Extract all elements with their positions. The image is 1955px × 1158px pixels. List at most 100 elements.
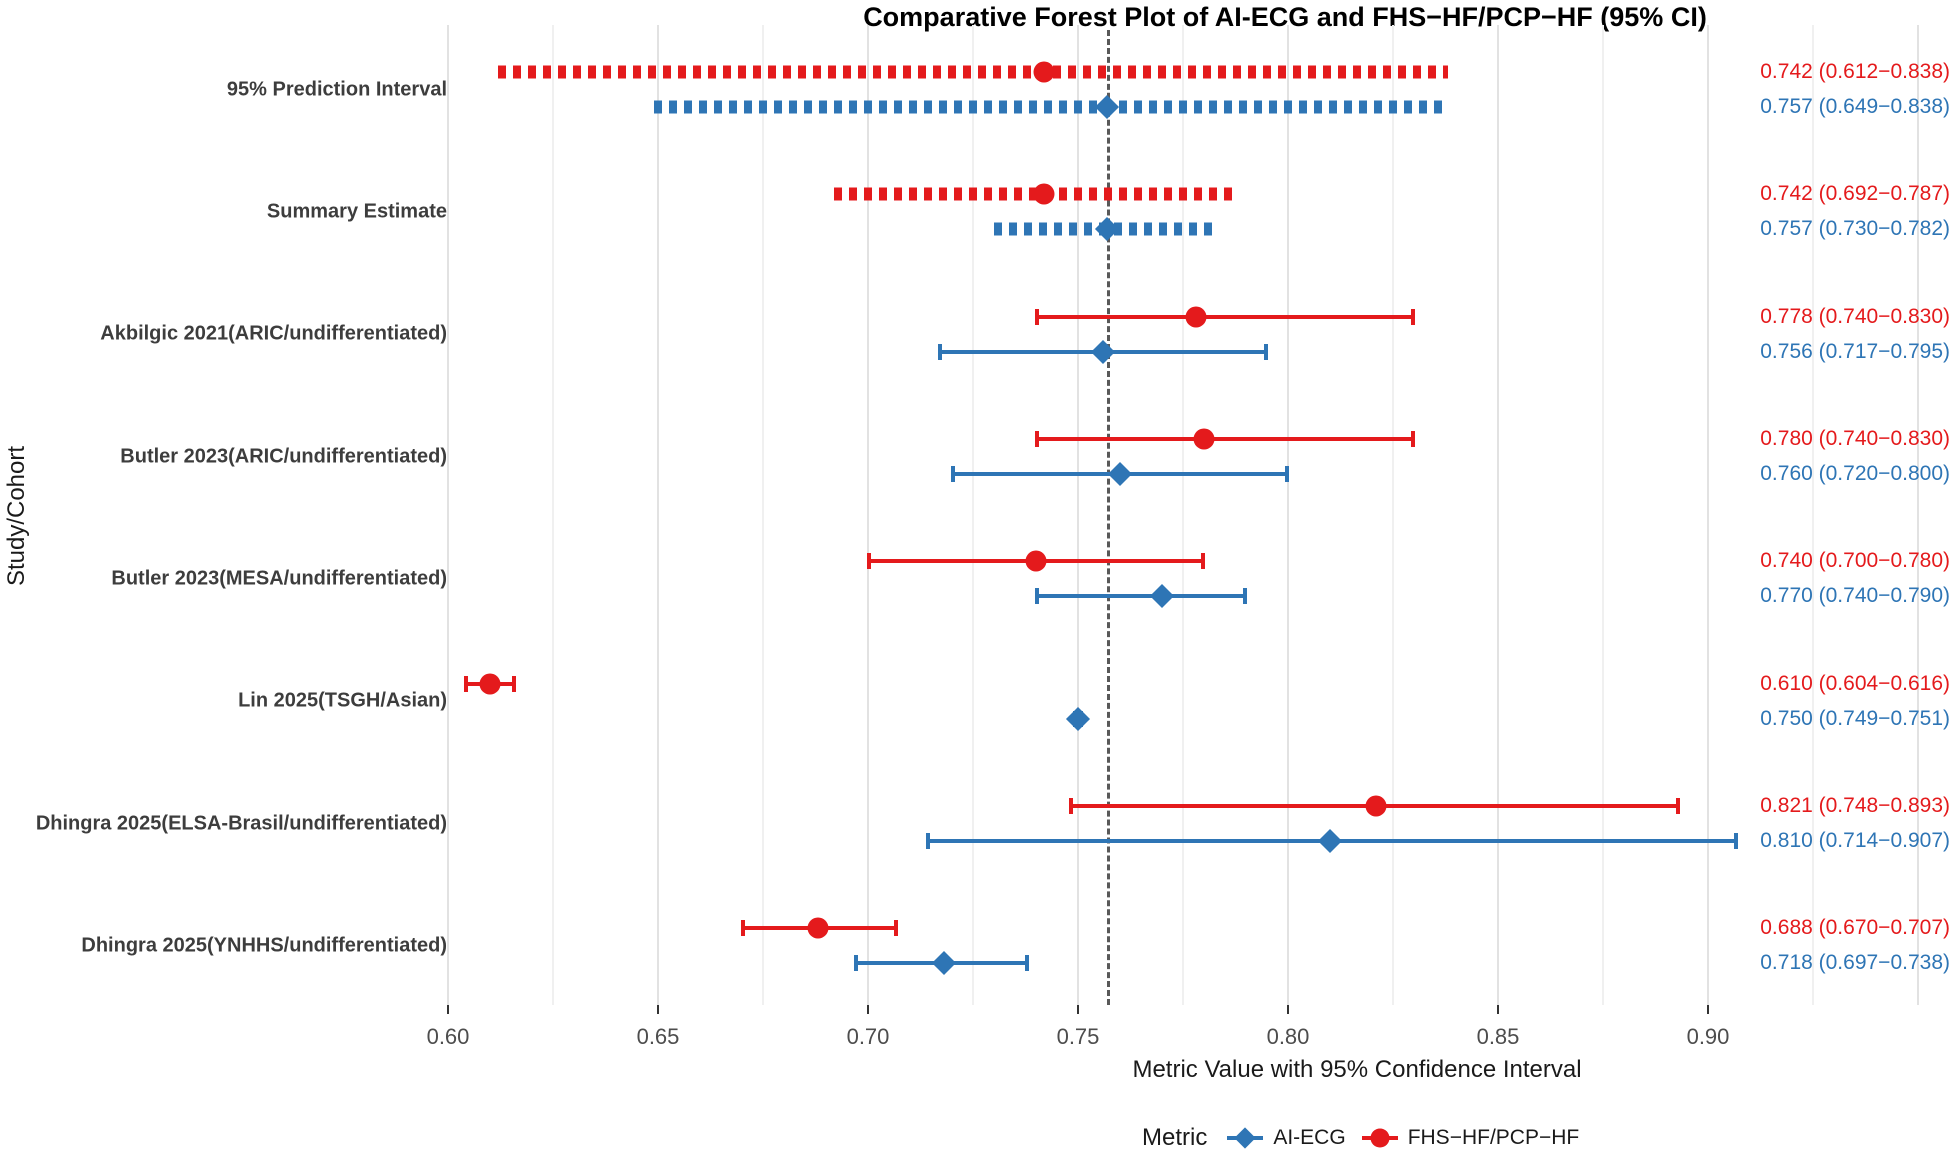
diamond-marker-ai: [1065, 706, 1091, 731]
estimate-label-fhs: 0.610 (0.604−0.616): [1760, 671, 1950, 695]
grid-line-major: [1287, 25, 1289, 1005]
circle-marker-fhs: [1025, 550, 1047, 572]
diamond-marker-ai: [1317, 829, 1343, 854]
estimate-label-fhs: 0.688 (0.670−0.707): [1760, 916, 1950, 940]
circle-marker-fhs: [1185, 306, 1207, 328]
ci-cap-high-fhs: [512, 675, 517, 692]
estimate-label-ai: 0.770 (0.740−0.790): [1760, 584, 1950, 608]
grid-line-major: [867, 25, 869, 1005]
ci-cap-low-fhs: [867, 553, 871, 570]
estimate-label-ai: 0.757 (0.730−0.782): [1760, 217, 1950, 241]
ci-cap-low-fhs: [1068, 798, 1073, 815]
ci-cap-low-fhs: [1035, 431, 1039, 448]
ci-bar-ai: [1036, 594, 1246, 599]
estimate-label-fhs: 0.742 (0.612−0.838): [1760, 60, 1950, 83]
estimate-label-fhs: 0.742 (0.692−0.787): [1760, 182, 1950, 206]
study-label: Lin 2025(TSGH/Asian): [238, 689, 447, 712]
legend-entry-ai-ecg: AI-ECG: [1227, 1125, 1346, 1151]
ci-cap-high-fhs: [1411, 308, 1415, 325]
chart-title: Comparative Forest Plot of AI-ECG and FH…: [863, 2, 1707, 32]
circle-icon: [1370, 1128, 1390, 1148]
x-axis-tick: [657, 1005, 659, 1014]
circle-marker-fhs: [1365, 795, 1387, 817]
estimate-label-ai: 0.756 (0.717−0.795): [1760, 339, 1950, 363]
ci-cap-low-fhs: [463, 675, 468, 692]
grid-line-major: [447, 25, 449, 1005]
ci-cap-high-ai: [1264, 343, 1268, 360]
ci-cap-low-fhs: [741, 920, 745, 937]
grid-line-major: [657, 25, 659, 1005]
estimate-label-fhs: 0.821 (0.748−0.893): [1760, 794, 1950, 818]
estimate-label-ai: 0.750 (0.749−0.751): [1760, 706, 1950, 730]
grid-line-minor: [972, 25, 974, 1005]
ci-cap-low-ai: [1035, 588, 1039, 605]
x-axis-tick: [1077, 1005, 1079, 1014]
ai-ecg-diamond-key-icon: [1227, 1125, 1264, 1151]
x-tick-label: 0.75: [1056, 1024, 1100, 1049]
fhs-circle-key-icon: [1361, 1125, 1398, 1151]
legend-label-fhs: FHS−HF/PCP−HF: [1407, 1126, 1580, 1149]
legend-entry-fhs: FHS−HF/PCP−HF: [1361, 1125, 1580, 1151]
x-axis-tick: [867, 1005, 869, 1014]
ci-cap-high-fhs: [1411, 431, 1415, 448]
ci-cap-low-ai: [938, 343, 943, 360]
circle-marker-fhs: [479, 673, 501, 695]
study-label: Summary Estimate: [266, 200, 447, 223]
grid-line-major: [1917, 25, 1919, 1005]
grid-line-minor: [552, 25, 554, 1005]
estimate-label-ai: 0.718 (0.697−0.738): [1760, 951, 1950, 975]
grid-line-major: [1497, 25, 1499, 1005]
x-tick-label: 0.90: [1686, 1024, 1730, 1049]
ci-bar-fhs: [498, 65, 1448, 79]
x-axis-tick: [1707, 1005, 1709, 1014]
ci-bar-ai: [653, 100, 1448, 114]
grid-line-minor: [1182, 25, 1184, 1005]
ci-bar-fhs: [1036, 314, 1414, 319]
diamond-marker-ai: [1107, 462, 1133, 487]
x-tick-label: 0.60: [426, 1024, 470, 1049]
study-label: 95% Prediction Interval: [226, 78, 447, 100]
diamond-marker-ai: [1095, 94, 1120, 120]
x-axis-tick: [1287, 1005, 1289, 1014]
circle-marker-fhs: [1033, 183, 1055, 205]
grid-line-minor: [1602, 25, 1604, 1005]
grid-line-minor: [1392, 25, 1394, 1005]
x-axis-tick: [447, 1005, 449, 1014]
grid-line-minor: [762, 25, 764, 1005]
estimate-label-ai: 0.760 (0.720−0.800): [1760, 462, 1950, 486]
study-label: Akbilgic 2021(ARIC/undifferentiated): [100, 322, 447, 345]
x-axis-tick: [1497, 1005, 1499, 1014]
circle-marker-fhs: [1033, 61, 1055, 83]
x-tick-label: 0.70: [846, 1024, 890, 1049]
diamond-marker-ai: [1095, 217, 1120, 242]
ci-cap-low-ai: [951, 466, 955, 483]
estimate-label-fhs: 0.740 (0.700−0.780): [1760, 549, 1950, 573]
estimate-label-ai: 0.757 (0.649−0.838): [1760, 95, 1950, 118]
study-label: Dhingra 2025(YNHHS/undifferentiated): [81, 934, 447, 957]
diamond-icon: [1234, 1127, 1256, 1149]
diamond-marker-ai: [1091, 339, 1116, 364]
x-axis-title: Metric Value with 95% Confidence Interva…: [1132, 1056, 1582, 1083]
x-tick-label: 0.65: [636, 1024, 680, 1049]
diamond-marker-ai: [1149, 584, 1175, 609]
grid-line-major: [1077, 25, 1079, 1005]
ci-cap-low-ai: [854, 955, 859, 972]
ci-cap-high-ai: [1024, 955, 1029, 972]
x-tick-label: 0.80: [1266, 1024, 1310, 1049]
ci-cap-low-fhs: [1035, 308, 1039, 325]
grid-line-minor: [1812, 25, 1814, 1005]
ci-cap-high-fhs: [894, 920, 899, 937]
ci-cap-high-ai: [1243, 588, 1247, 605]
circle-marker-fhs: [807, 917, 829, 939]
study-label: Dhingra 2025(ELSA-Brasil/undifferentiate…: [35, 812, 447, 835]
ci-cap-high-fhs: [1201, 553, 1205, 570]
grid-line-major: [1707, 25, 1709, 1005]
estimate-label-fhs: 0.778 (0.740−0.830): [1760, 304, 1950, 328]
circle-marker-fhs: [1193, 428, 1215, 450]
estimate-label-fhs: 0.780 (0.740−0.830): [1760, 427, 1950, 451]
legend: Metric AI-ECG FHS−HF/PCP−HF: [1142, 1118, 1579, 1158]
estimate-label-ai: 0.810 (0.714−0.907): [1760, 829, 1950, 853]
study-label: Butler 2023(MESA/undifferentiated): [111, 567, 447, 590]
reference-line: [1107, 30, 1111, 1005]
diamond-marker-ai: [931, 951, 956, 976]
